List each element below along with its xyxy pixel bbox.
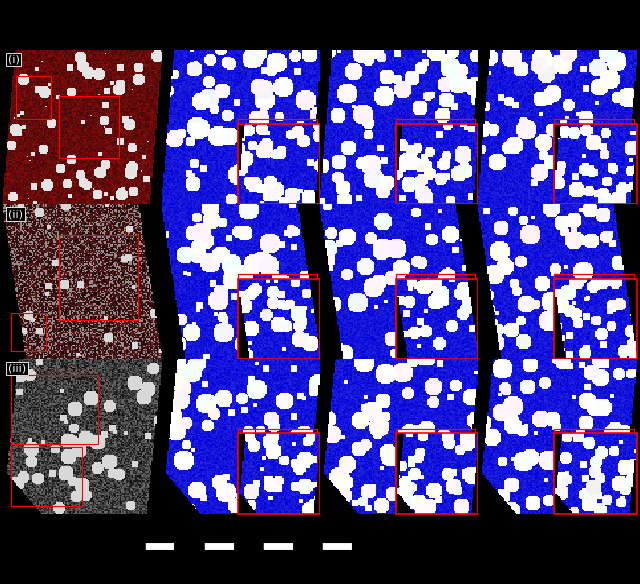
Bar bbox=[237, 119, 317, 197]
Text: 0: 0 bbox=[112, 559, 118, 569]
Bar bbox=[554, 429, 634, 506]
Bar bbox=[237, 429, 317, 506]
Text: Fmask: Fmask bbox=[221, 34, 260, 47]
Bar bbox=[11, 313, 46, 352]
Text: Landsat-8 imagery: Landsat-8 imagery bbox=[27, 34, 138, 47]
Bar bbox=[554, 274, 634, 352]
Text: 45: 45 bbox=[168, 559, 180, 569]
Bar bbox=[396, 429, 476, 506]
Bar bbox=[59, 235, 138, 321]
Text: N: N bbox=[520, 516, 529, 526]
Bar bbox=[11, 447, 83, 506]
Bar bbox=[396, 274, 476, 352]
Bar bbox=[59, 96, 119, 158]
Text: 180 km: 180 km bbox=[333, 559, 371, 569]
Text: (i): (i) bbox=[8, 54, 20, 64]
Text: DeepGEE-CD: DeepGEE-CD bbox=[361, 34, 438, 47]
Text: (iii): (iii) bbox=[8, 364, 26, 374]
Text: (ii): (ii) bbox=[8, 209, 23, 219]
Bar bbox=[554, 119, 634, 197]
Text: Reference: Reference bbox=[528, 34, 588, 47]
Bar bbox=[396, 119, 476, 197]
Bar bbox=[16, 76, 51, 119]
Bar bbox=[237, 274, 317, 352]
Text: 90: 90 bbox=[227, 559, 240, 569]
Bar bbox=[11, 375, 99, 444]
